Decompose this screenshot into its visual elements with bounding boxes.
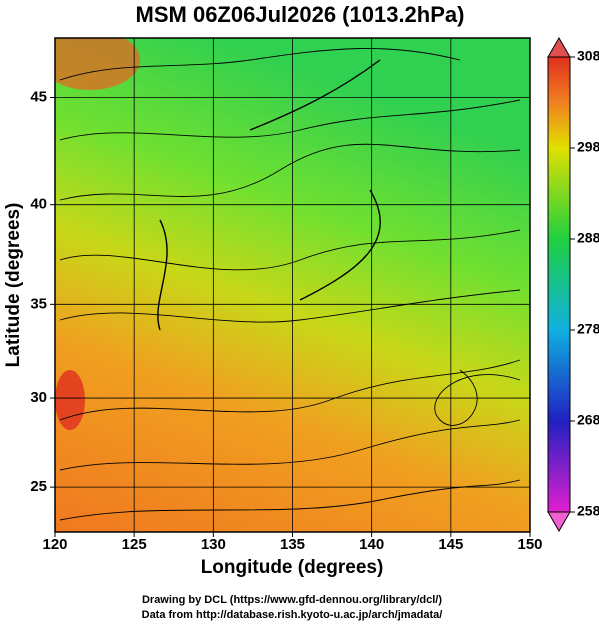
- credit: Drawing by DCL (https://www.gfd-dennou.o…: [142, 594, 442, 606]
- y-tick-label: 40: [30, 196, 47, 213]
- x-tick-label: 120: [42, 536, 67, 553]
- colorbar-tick-label: 278: [577, 321, 599, 337]
- colorbar-min-arrow: [547, 511, 571, 532]
- x-axis-label: Longitude (degrees): [201, 557, 384, 578]
- y-tick-label: 25: [30, 478, 47, 495]
- temperature-field: [55, 38, 530, 532]
- y-tick-label: 30: [30, 389, 47, 406]
- colorbar-tick-label: 298: [577, 139, 599, 155]
- y-tick-label: 45: [30, 88, 47, 105]
- colorbar-max-arrow: [547, 37, 571, 58]
- colorbar-tick-label: 308: [577, 48, 599, 64]
- credit: Data from http://database.rish.kyoto-u.a…: [142, 609, 443, 621]
- colorbar-tick-label: 268: [577, 412, 599, 428]
- map-title: MSM 06Z06Jul2026 (1013.2hPa): [136, 2, 465, 27]
- x-tick-label: 130: [201, 536, 226, 553]
- colorbar-tick-label: 258: [577, 503, 599, 519]
- x-tick-label: 140: [359, 536, 384, 553]
- colorbar: 258 268 278 288 298 308: [547, 37, 599, 532]
- x-tick-label: 135: [280, 536, 305, 553]
- x-tick-label: 125: [122, 536, 147, 553]
- colorbar-tick-label: 288: [577, 230, 599, 246]
- x-tick-label: 145: [438, 536, 463, 553]
- y-tick-label: 35: [30, 295, 47, 312]
- x-tick-label: 150: [517, 536, 542, 553]
- y-axis-label: Latitude (degrees): [3, 203, 24, 368]
- colorbar-ramp: [547, 56, 571, 513]
